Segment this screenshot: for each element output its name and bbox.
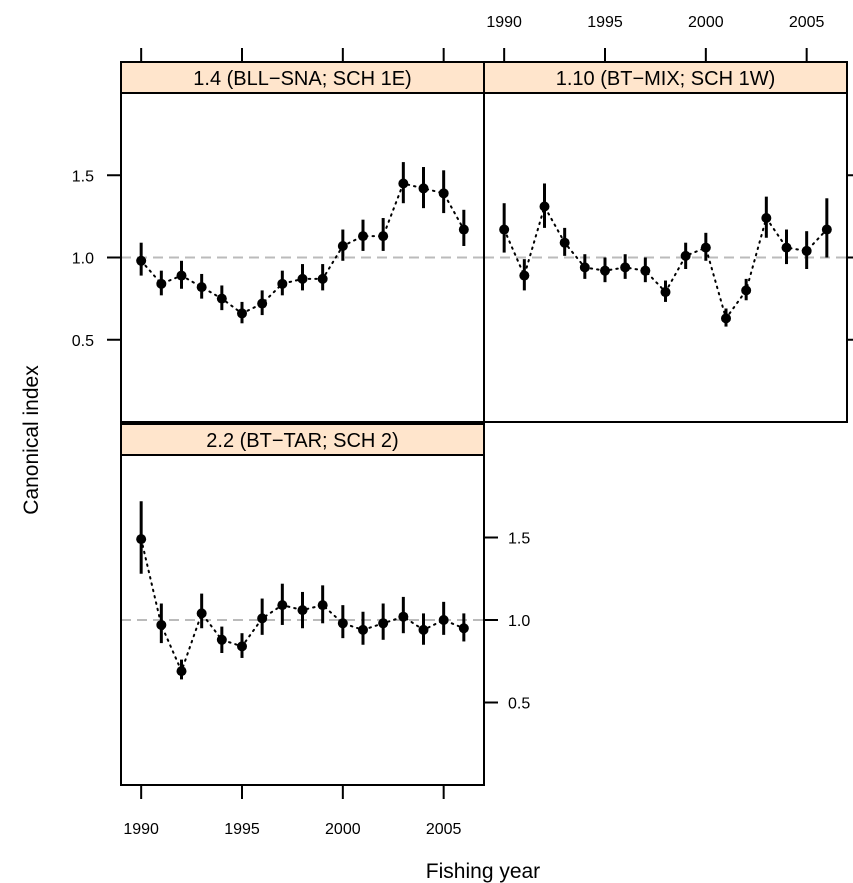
panels-group: 1.4 (BLL−SNA; SCH 1E) 0.5 1.0 1.5 1.10 (BT−M… <box>72 14 853 838</box>
x-tick-label: 2005 <box>426 821 462 838</box>
y-axis-title: Canonical index <box>20 365 43 515</box>
y-tick-label: 0.5 <box>72 333 94 350</box>
data-point <box>176 666 187 677</box>
x-tick-label: 2005 <box>789 14 825 31</box>
x-tick-label: 1995 <box>587 14 623 31</box>
panel-strip <box>483 61 848 94</box>
x-axis-title: Fishing year <box>426 860 540 883</box>
data-point <box>680 250 691 261</box>
panel-strip-label: 2.2 (BT−TAR; SCH 2) <box>206 430 398 452</box>
data-point <box>297 605 308 616</box>
data-point <box>277 278 288 289</box>
y-tick-label: 1.5 <box>72 168 94 185</box>
data-point <box>700 242 711 253</box>
panel-strip-label: 1.10 (BT−MIX; SCH 1W) <box>556 68 776 90</box>
data-point <box>237 641 247 652</box>
data-point <box>337 618 348 629</box>
data-point <box>156 619 167 630</box>
data-point <box>620 262 631 273</box>
data-point <box>237 308 247 319</box>
data-point <box>438 615 449 625</box>
series-line <box>140 182 465 315</box>
y-tick-label: 1.0 <box>508 613 530 630</box>
data-point <box>801 245 812 256</box>
data-point <box>196 608 207 619</box>
data-point <box>317 600 328 611</box>
data-point <box>337 240 348 251</box>
data-point <box>156 278 167 289</box>
data-point <box>499 224 510 235</box>
data-point <box>398 178 409 189</box>
data-point <box>781 242 792 253</box>
data-point <box>358 231 368 242</box>
data-point <box>458 224 469 235</box>
data-point <box>559 237 570 248</box>
y-tick-label: 1.0 <box>72 251 94 268</box>
data-point <box>216 634 227 645</box>
x-tick-label: 1995 <box>224 821 260 838</box>
panel-strip-label: 1.4 (BLL−SNA; SCH 1E) <box>193 68 411 90</box>
data-point <box>358 624 368 635</box>
data-point <box>136 255 147 266</box>
data-point <box>297 273 308 284</box>
y-tick-label: 1.5 <box>508 531 530 548</box>
data-point <box>600 265 610 276</box>
data-point <box>418 183 429 194</box>
data-point <box>721 313 731 324</box>
data-point <box>539 201 550 212</box>
data-point <box>640 265 651 276</box>
data-point <box>438 188 449 199</box>
panel-strip <box>120 423 485 456</box>
data-point <box>176 270 187 281</box>
data-point <box>257 613 268 624</box>
data-point <box>317 273 328 284</box>
data-point <box>458 623 469 634</box>
data-point <box>378 231 389 242</box>
data-point <box>398 611 409 622</box>
data-point <box>579 262 590 273</box>
data-point <box>216 293 227 304</box>
x-tick-label: 2000 <box>688 14 724 31</box>
data-point <box>741 285 752 296</box>
data-point <box>136 534 147 545</box>
x-tick-label: 1990 <box>123 821 159 838</box>
y-tick-label: 0.5 <box>508 696 530 713</box>
data-point <box>821 224 832 235</box>
data-point <box>660 287 671 298</box>
data-point <box>277 600 288 611</box>
data-point <box>418 624 429 635</box>
data-point <box>257 298 268 309</box>
data-point <box>519 270 530 281</box>
data-point <box>761 213 772 224</box>
x-tick-label: 2000 <box>325 821 361 838</box>
data-point <box>196 282 207 293</box>
panel-strip <box>120 61 485 94</box>
data-point <box>378 618 389 629</box>
x-tick-label: 1990 <box>486 14 522 31</box>
